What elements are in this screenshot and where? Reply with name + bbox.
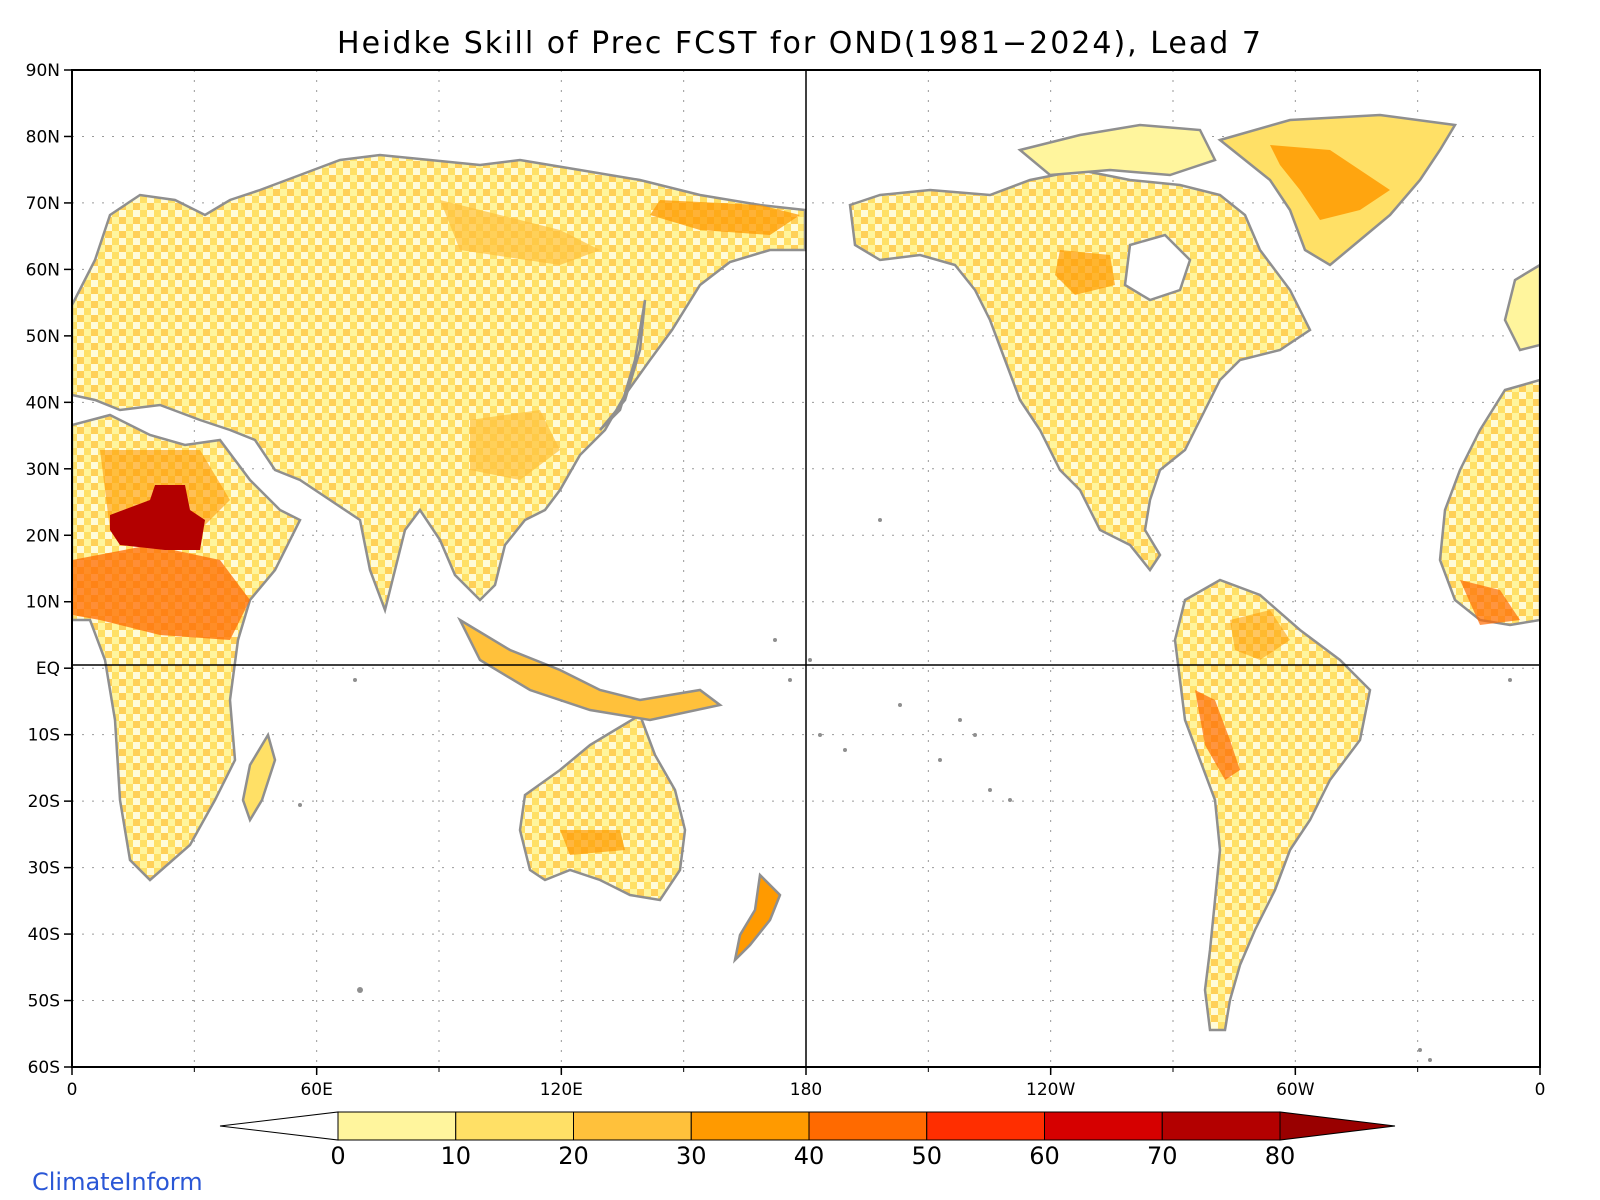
lon-label: 60E — [300, 1080, 332, 1100]
greenland-skill — [1270, 145, 1390, 220]
andes-skill — [1195, 690, 1240, 780]
lon-label: 180 — [790, 1080, 822, 1100]
colorbar-tick-label: 50 — [911, 1142, 942, 1170]
lat-label: 20S — [28, 792, 60, 812]
lat-label: 30S — [28, 859, 60, 879]
canada-skill — [1055, 250, 1115, 295]
europe-right-edge — [1503, 263, 1540, 352]
colorbar-tick-label: 0 — [330, 1142, 345, 1170]
eurasia-hotspot — [650, 200, 800, 235]
land-skill-fields — [72, 113, 1540, 1062]
madagascar-landmass — [241, 731, 277, 823]
longitude-axis: 0 60E 120E 180 120W 60W 0 — [67, 1067, 1546, 1100]
west-africa-right-edge — [1438, 378, 1540, 627]
colorbar-tick-label: 10 — [440, 1142, 471, 1170]
colorbar-tick-label: 60 — [1029, 1142, 1060, 1170]
colorbar-tick-label: 20 — [558, 1142, 589, 1170]
lat-label: 10N — [26, 593, 60, 613]
lat-label: 60N — [26, 260, 60, 280]
lat-label: 50N — [26, 327, 60, 347]
colorbar-segment — [690, 1111, 810, 1141]
lat-label: 50S — [28, 992, 60, 1012]
credit-text: ClimateInform — [32, 1168, 203, 1196]
lat-label: 40N — [26, 393, 60, 413]
lat-label: 60S — [28, 1058, 60, 1078]
colorbar-high-arrow — [1279, 1111, 1396, 1141]
arctic-archipelago — [1017, 123, 1217, 177]
australia-skill — [560, 830, 625, 855]
hudson-bay — [1123, 233, 1192, 302]
colorbar: 0 10 20 30 40 50 60 70 80 — [219, 1111, 1396, 1170]
west-africa-skill — [1460, 580, 1520, 625]
lon-label: 120W — [1026, 1080, 1075, 1100]
eurasia-landmass — [72, 153, 807, 615]
colorbar-tick-label: 70 — [1147, 1142, 1178, 1170]
indonesia-landmass — [456, 616, 723, 722]
latitude-axis: 90N 80N 70N 60N 50N 40N 30N 20N 10N EQ 10S 20S 30S 40… — [26, 61, 72, 1078]
colorbar-tick-label: 30 — [676, 1142, 707, 1170]
colorbar-segment — [808, 1111, 928, 1141]
japan-landmass — [599, 299, 647, 431]
lat-label: 90N — [26, 61, 60, 81]
lon-label: 120E — [540, 1080, 583, 1100]
colorbar-low-arrow — [219, 1111, 339, 1141]
colorbar-segment — [1161, 1111, 1281, 1141]
africa-max-skill — [110, 485, 205, 550]
colorbar-tick-label: 80 — [1265, 1142, 1296, 1170]
map-title: Heidke Skill of Prec FCST for OND(1981−2… — [337, 26, 1263, 61]
africa-sahel-skill — [72, 545, 250, 640]
lon-label: 60W — [1276, 1080, 1315, 1100]
pacific-islands — [298, 518, 1512, 1062]
lat-label: 10S — [28, 726, 60, 746]
eurasia-hotspot — [440, 200, 600, 265]
colorbar-tick-label: 40 — [794, 1142, 825, 1170]
lat-label: 20N — [26, 526, 60, 546]
new-zealand-landmass — [732, 872, 782, 964]
lon-label: 0 — [67, 1080, 78, 1100]
colorbar-segment — [337, 1111, 457, 1141]
colorbar-segment — [455, 1111, 574, 1141]
north-america-landmass — [848, 168, 1312, 573]
colorbar-segment — [926, 1111, 1045, 1141]
colorbar-segment — [1044, 1111, 1163, 1141]
lat-label: EQ — [36, 659, 60, 679]
colorbar-segment — [573, 1111, 692, 1141]
lat-label: 30N — [26, 460, 60, 480]
lat-label: 80N — [26, 127, 60, 147]
lat-label: 70N — [26, 194, 60, 214]
amazon-skill — [1230, 610, 1290, 660]
australia-landmass — [518, 713, 687, 902]
eurasia-hotspot — [470, 410, 560, 480]
lat-label: 40S — [28, 925, 60, 945]
lon-label: 0 — [1535, 1080, 1546, 1100]
